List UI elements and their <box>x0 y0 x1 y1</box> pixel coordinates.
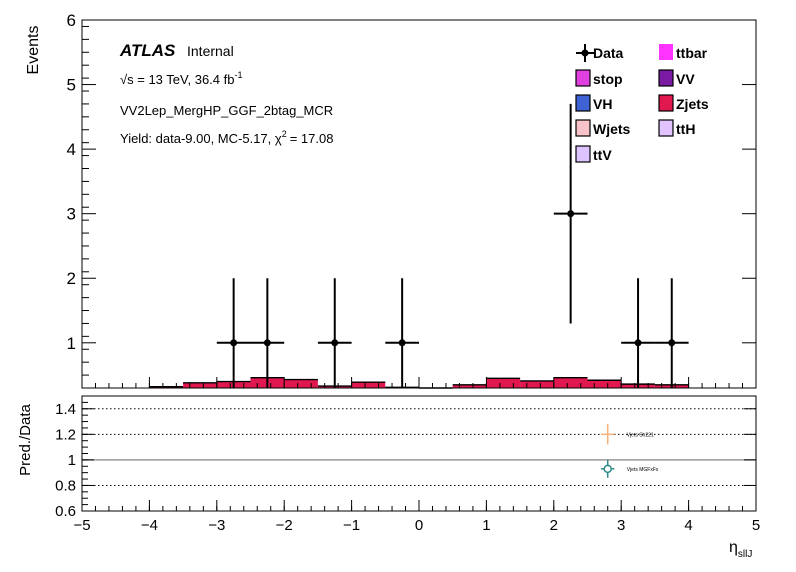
legend-swatch-vh <box>575 94 591 112</box>
main-y-tick-label: 3 <box>67 205 76 224</box>
legend-label-tth: ttH <box>676 121 695 137</box>
main-y-tick-label: 6 <box>67 11 76 30</box>
x-tick-label: −4 <box>141 517 158 534</box>
ratio-gridlines <box>82 408 756 486</box>
x-axis-label: ηsllJ <box>729 539 752 560</box>
x-tick-label: 4 <box>684 517 692 534</box>
legend-swatch-stop <box>575 69 591 87</box>
x-tick-label: 2 <box>550 517 558 534</box>
legend-entry-vv: VV <box>658 69 695 87</box>
x-tick-label: 1 <box>482 517 490 534</box>
x-tick-label: −2 <box>276 517 293 534</box>
legend-label-zjets: Zjets <box>676 96 709 112</box>
zjets-bar <box>587 380 622 388</box>
data-point <box>317 278 352 388</box>
data-points <box>216 103 689 388</box>
zjets-bar <box>351 382 386 388</box>
main-y-label: Events <box>25 26 42 75</box>
legend-label-stop: stop <box>593 71 623 87</box>
ratio-points: Vjets Sh221 Vjets MGFxFx <box>600 424 659 478</box>
legend-swatch-ttv <box>575 145 591 163</box>
legend-label-ttv: ttV <box>593 147 612 163</box>
ratio-y-tick-label: 1.4 <box>55 401 76 418</box>
zjets-bar <box>520 380 554 388</box>
x-tick-label: −5 <box>73 517 90 534</box>
zjets-bar <box>452 384 487 388</box>
legend-label-vv: VV <box>676 71 695 87</box>
zjets-bar <box>183 382 217 388</box>
main-y-tick-label: 1 <box>67 334 76 353</box>
yield-label: Yield: data-9.00, MC-5.17, χ2 = 17.08 <box>120 129 333 146</box>
data-point <box>654 278 689 388</box>
region-label: VV2Lep_MergHP_GGF_2btag_MCR <box>120 103 333 118</box>
legend-entry-stop: stop <box>575 69 623 87</box>
x-tick-label: 0 <box>415 517 423 534</box>
main-y-tick-label: 4 <box>67 140 76 159</box>
main-panel: 1 2 3 4 5 6 Events ATLAS Internal √s = 13 TeV… <box>25 11 757 389</box>
legend-label-ttbar: ttbar <box>676 45 708 61</box>
main-y-tick-label: 2 <box>67 269 76 288</box>
legend-swatch-ttbar <box>659 44 673 60</box>
legend-entry-ttv: ttV <box>575 145 612 163</box>
ratio-y-label: Pred./Data <box>17 403 34 475</box>
main-y-axis: 1 2 3 4 5 6 <box>67 11 756 376</box>
data-point <box>250 278 285 388</box>
legend-entry-wjets: Wjets <box>575 119 631 137</box>
legend-swatch-wjets <box>575 119 591 137</box>
ratio-point: Vjets MGFxFx <box>600 459 659 478</box>
legend: Data ttbar stop VV VH Zjets <box>575 44 709 163</box>
x-tick-label: 5 <box>752 517 760 534</box>
legend-entry-vh: VH <box>575 94 612 112</box>
ratio-y-tick-label: 1 <box>68 452 76 469</box>
ratio-y-tick-label: 1.2 <box>55 426 76 443</box>
legend-swatch-vv <box>658 69 674 87</box>
legend-entry-ttbar: ttbar <box>659 44 708 61</box>
ratio-panel: Vjets Sh221 Vjets MGFxFx 0.6 0.8 1 1.2 1.4 −5… <box>17 395 760 560</box>
ratio-y-tick-label: 0.6 <box>55 503 76 520</box>
ratio-y-tick-label: 0.8 <box>55 477 76 494</box>
data-point <box>385 278 419 388</box>
data-point <box>553 103 588 324</box>
legend-label-vh: VH <box>593 96 612 112</box>
legend-swatch-zjets <box>658 94 674 112</box>
zjets-bar <box>284 379 318 388</box>
legend-label-wjets: Wjets <box>593 121 631 137</box>
legend-label-data: Data <box>593 45 624 61</box>
zjets-bar <box>553 377 588 388</box>
energy-label: √s = 13 TeV, 36.4 fb-1 <box>120 70 243 87</box>
ratio-y-axis: 0.6 0.8 1 1.2 1.4 <box>55 401 756 520</box>
legend-swatch-tth <box>658 119 674 137</box>
legend-data-marker <box>581 49 589 57</box>
ratio-point: Vjets Sh221 <box>600 424 654 445</box>
data-point <box>621 278 655 388</box>
ratio-point-label: Vjets MGFxFx <box>627 467 659 473</box>
atlas-sublabel: Internal <box>187 43 234 59</box>
atlas-label: ATLAS <box>119 41 176 60</box>
legend-entry-zjets: Zjets <box>658 94 709 112</box>
legend-entry-data: Data <box>576 44 624 62</box>
ratio-x-axis: −5 −4 −3 −2 −1 0 1 2 3 4 5 <box>73 500 760 534</box>
x-tick-label: −3 <box>208 517 225 534</box>
data-point <box>216 278 251 388</box>
main-y-tick-label: 5 <box>67 76 76 95</box>
zjets-bar <box>486 378 521 388</box>
legend-entry-tth: ttH <box>658 119 695 137</box>
x-tick-label: 3 <box>617 517 625 534</box>
ratio-point-label: Vjets Sh221 <box>627 432 654 438</box>
main-x-ticks <box>81 377 757 388</box>
x-tick-label: −1 <box>343 517 360 534</box>
